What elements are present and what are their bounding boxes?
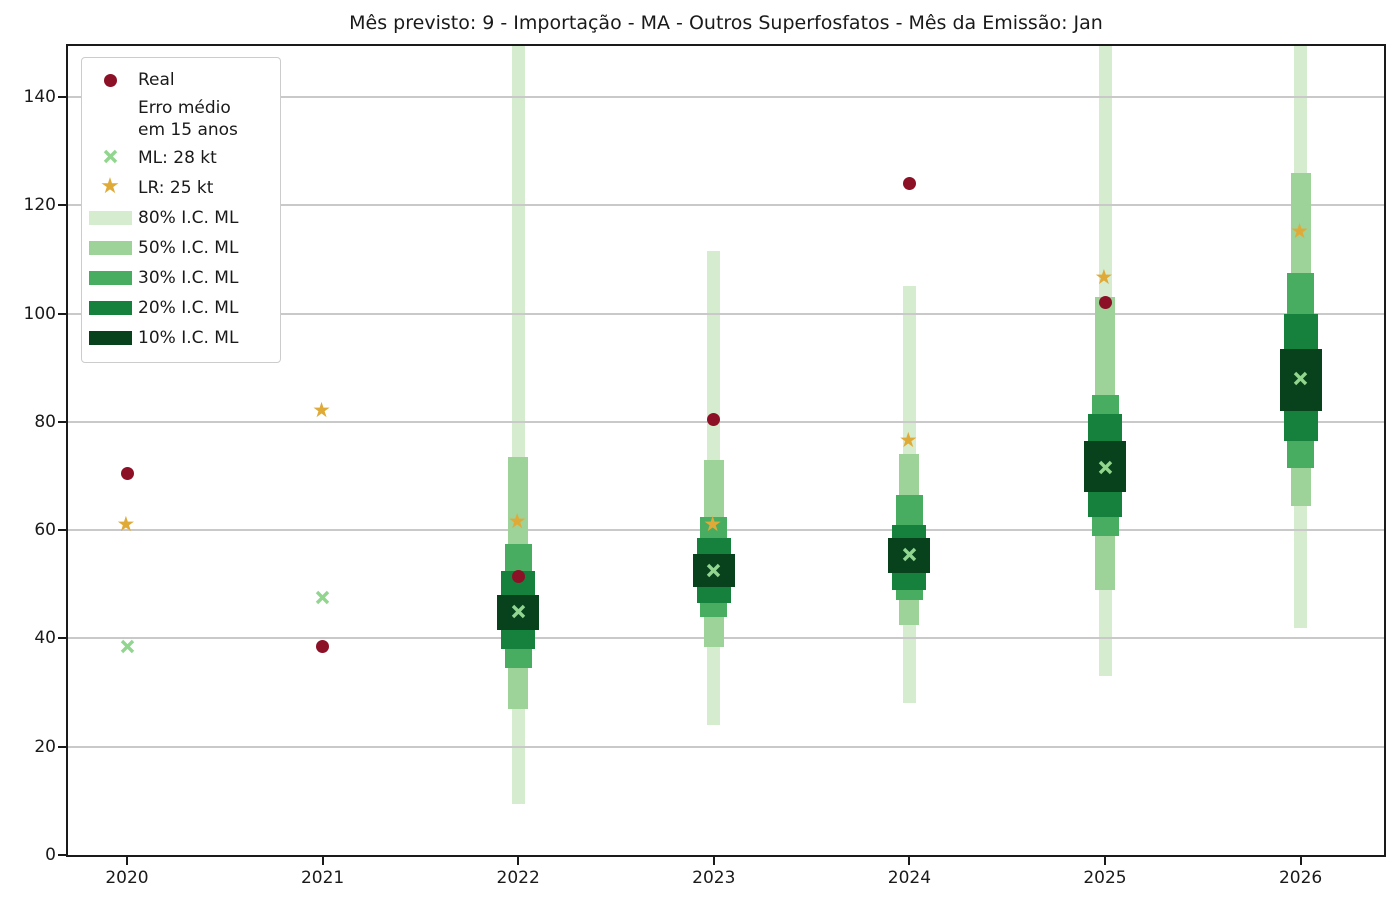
y-tick-120 [58,204,66,207]
x-tick-label-2026: 2026 [1278,868,1323,888]
lr-marker-2026: ★ [1290,219,1309,244]
x-tick-label-2020: 2020 [105,868,149,888]
lr-star-icon: ★ [100,173,120,199]
lr-marker-2020: ★ [116,511,136,536]
legend-label-4: 80% I.C. ML [138,207,239,228]
chart-title: Mês previsto: 9 - Importação - MA - Outr… [349,12,1103,34]
x-tick-2024 [908,857,911,865]
x-tick-label-2023: 2023 [692,868,736,888]
real-marker-2023 [707,412,721,426]
legend-label-7: 20% I.C. ML [138,297,239,318]
ml-marker-2021 [315,590,330,605]
legend-label-5: 50% I.C. ML [138,237,239,258]
legend-row-6: 30% I.C. ML [82,263,280,293]
legend-patch-icon [82,211,138,225]
x-tick-2026 [1299,857,1302,865]
y-tick-80 [58,420,66,423]
y-tick-40 [58,637,66,640]
ci_80-patch-icon [88,211,132,225]
x-tick-2025 [1104,857,1106,865]
x-tick-2023 [712,857,715,865]
ci_50-patch-icon [88,241,132,255]
ml-marker-2026 [1293,371,1308,386]
x-tick-label-2024: 2024 [887,868,932,888]
real-marker-2024 [902,177,916,191]
real-marker-2020 [120,466,134,480]
lr-marker-2024: ★ [898,427,918,452]
legend-row-3: ★ LR: 25 kt [82,173,280,203]
legend-patch-icon [82,241,138,255]
y-tick-label-120: 120 [23,195,56,216]
y-tick-label-140: 140 [23,86,56,107]
y-tick-100 [58,312,66,315]
legend-patch-icon [82,271,138,285]
x-tick-2022 [517,857,520,865]
lr-marker-2023: ★ [703,511,723,536]
legend-label-0: Real [138,69,175,90]
legend-row-0: Real [82,65,280,95]
lr-marker-2025: ★ [1094,265,1114,290]
real-marker-2021 [316,640,330,654]
legend-patch-icon [82,331,138,345]
y-tick-label-0: 0 [45,845,56,865]
ci_20-patch-icon [88,301,132,315]
plot-area: ★ ★ ★ ★ ★ ★ ★ [66,44,1386,857]
x-tick-label-2022: 2022 [496,868,540,888]
y-tick-label-80: 80 [34,411,56,432]
y-tick-label-60: 60 [34,520,56,541]
legend-row-7: 20% I.C. ML [82,293,280,323]
lr-marker-2021: ★ [312,397,331,422]
gridline-y-80 [68,420,1384,423]
gridline-y-20 [68,745,1384,748]
real-dot-icon [103,73,117,87]
y-tick-label-20: 20 [34,736,56,757]
y-tick-60 [58,529,66,532]
gridline-y-120 [68,204,1384,207]
x-tick-label-2025: 2025 [1083,868,1127,888]
legend-row-8: 10% I.C. ML [82,323,280,353]
legend-x-icon [82,149,138,168]
legend-label-3: LR: 25 kt [138,177,214,198]
y-tick-140 [58,95,66,98]
real-marker-2022 [511,569,525,583]
gridline-y-40 [68,637,1384,640]
x-tick-2020 [126,857,128,865]
legend-row-1: Erro médio em 15 anos [82,95,280,143]
y-tick-label-100: 100 [23,303,56,324]
legend-row-2: ML: 28 kt [82,143,280,173]
legend-patch-icon [82,301,138,315]
ml-marker-2020 [120,639,135,654]
ci_30-patch-icon [88,271,132,285]
legend-row-5: 50% I.C. ML [82,233,280,263]
legend-row-4: 80% I.C. ML [82,203,280,233]
ml-marker-2024 [902,547,917,562]
ml-marker-2022 [511,604,526,619]
ci_10-patch-icon [88,331,132,345]
y-tick-0 [58,854,66,856]
x-tick-2021 [321,857,324,865]
gridline-y-100 [68,312,1384,315]
legend-label-1: Erro médio em 15 anos [138,97,238,140]
lr-marker-2022: ★ [507,508,527,533]
legend-label-2: ML: 28 kt [138,147,217,168]
legend-dot-icon [82,73,138,87]
ml-marker-2023 [706,563,721,578]
x-tick-label-2021: 2021 [300,868,345,888]
ml-marker-2025 [1098,460,1113,475]
ml-x-icon [103,149,118,168]
real-marker-2025 [1098,296,1112,310]
gridline-y-140 [68,95,1384,98]
legend: Real Erro médio em 15 anos ML: 28 kt ★ LR: 2… [81,57,281,363]
y-tick-label-40: 40 [34,628,56,649]
legend-star-icon: ★ [82,173,138,199]
y-tick-20 [58,745,66,748]
legend-label-6: 30% I.C. ML [138,267,239,288]
legend-label-8: 10% I.C. ML [138,327,239,348]
